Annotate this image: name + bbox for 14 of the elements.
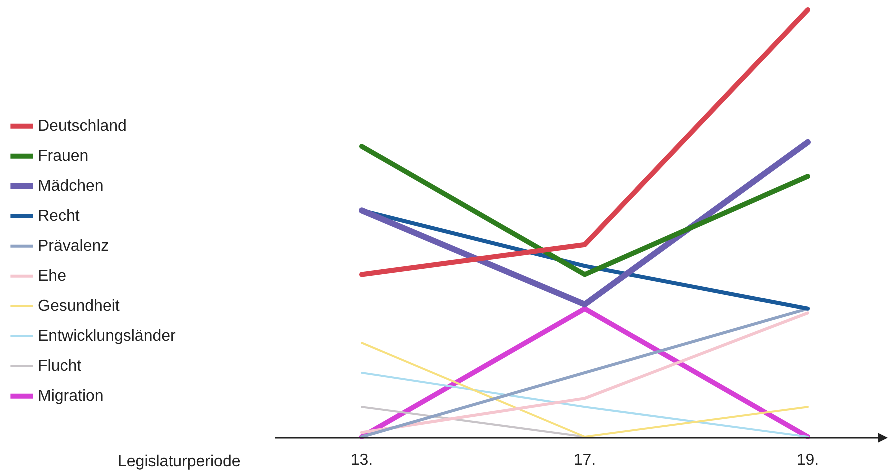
legend-label: Recht bbox=[38, 208, 80, 225]
legend-label: Migration bbox=[38, 388, 104, 405]
legend-label: Ehe bbox=[38, 268, 67, 285]
legend-label: Prävalenz bbox=[38, 238, 110, 255]
x-tick-label: 17. bbox=[574, 452, 596, 470]
legend-label: Frauen bbox=[38, 148, 89, 165]
legend-label: Entwicklungsländer bbox=[38, 328, 177, 345]
x-axis-title: Legislaturperiode bbox=[118, 453, 241, 470]
legend-label: Mädchen bbox=[38, 178, 104, 195]
legend-label: Flucht bbox=[38, 358, 82, 375]
legend-label: Deutschland bbox=[38, 118, 127, 135]
x-tick-label: 13. bbox=[350, 452, 374, 470]
legend-label: Gesundheit bbox=[38, 298, 120, 315]
x-tick-label: 19. bbox=[796, 452, 820, 470]
